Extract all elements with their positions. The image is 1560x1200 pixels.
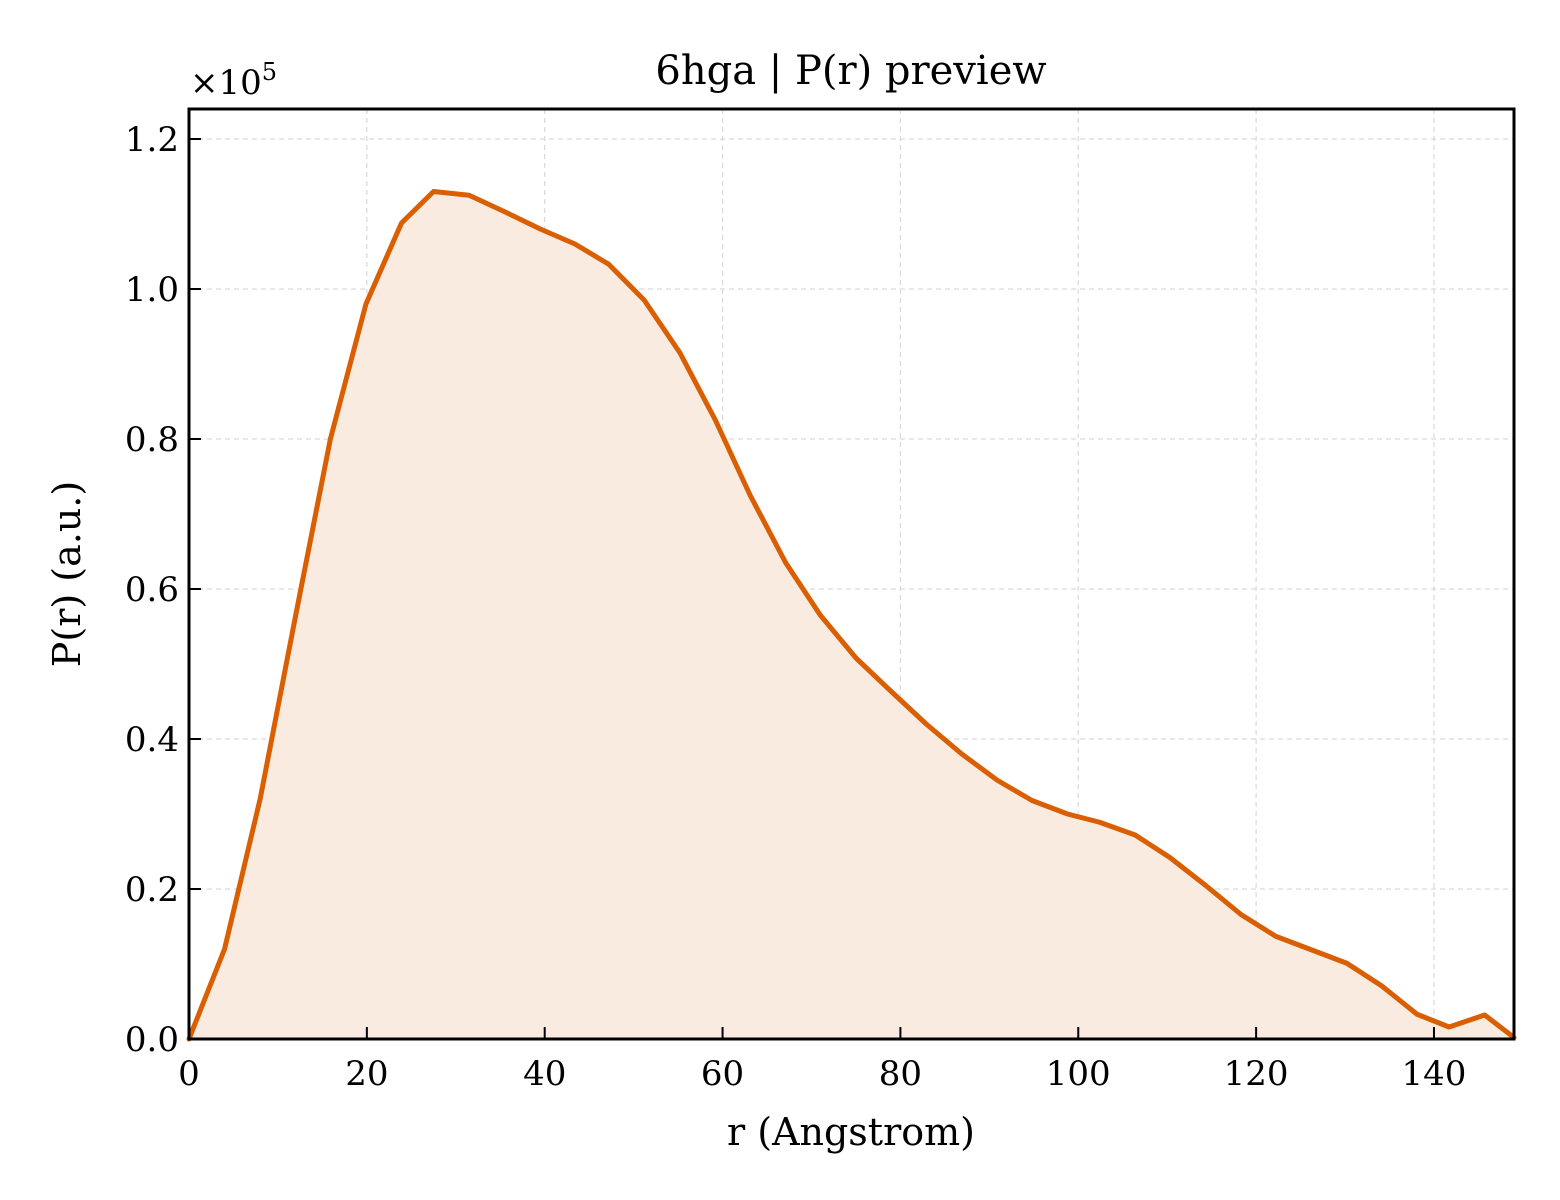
x-tick-label: 60 [701,1054,744,1094]
pr-line [186,189,1517,1042]
x-tick-label: 0 [178,1054,200,1094]
x-tick-label: 40 [523,1054,566,1094]
y-tick-label: 0.8 [125,420,179,460]
y-tick-label: 0.0 [125,1020,179,1060]
y-axis-multiplier-exponent: 5 [262,58,277,86]
data-layer [186,189,1517,1042]
x-tick-label: 20 [345,1054,388,1094]
plot-frame [187,107,1516,1041]
y-tick-label: 0.4 [125,720,179,760]
y-axis-multiplier-base: ×10 [190,63,262,103]
y-tick-label: 0.2 [125,870,179,910]
y-axis-label: P(r) (a.u.) [45,481,89,667]
y-tick-label: 1.0 [125,270,179,310]
x-tick-label: 120 [1224,1054,1289,1094]
x-axis-label: r (Angstrom) [727,1110,975,1154]
y-tick-label: 0.6 [125,570,179,610]
pr-area-fill [189,191,1514,1039]
y-axis-multiplier: ×105 [190,58,277,103]
ticks: 0 20 40 60 80 100 120 140 0.0 0.2 0.4 0.6 0.8 1.0 1.2 [125,120,1466,1094]
x-tick-label: 100 [1046,1054,1111,1094]
x-tick-label: 80 [879,1054,922,1094]
y-tick-label: 1.2 [125,120,179,160]
chart-title: 6hga | P(r) preview [655,48,1046,94]
x-tick-label: 140 [1402,1054,1467,1094]
